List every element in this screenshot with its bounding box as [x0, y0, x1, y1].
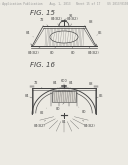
- Text: 84: 84: [25, 94, 32, 98]
- Text: 84(82): 84(82): [88, 47, 99, 55]
- Text: FIG. 16: FIG. 16: [30, 62, 55, 68]
- Text: 72: 72: [34, 81, 42, 88]
- Text: 80: 80: [50, 47, 55, 55]
- Text: 84(82): 84(82): [28, 47, 40, 55]
- Text: 84: 84: [53, 81, 58, 88]
- Ellipse shape: [50, 31, 78, 43]
- Text: 72: 72: [40, 18, 48, 26]
- Text: 88: 88: [85, 20, 93, 27]
- Text: 84(82): 84(82): [82, 120, 96, 128]
- Text: 84: 84: [69, 81, 74, 88]
- Text: 84(82): 84(82): [67, 17, 78, 26]
- Text: 82: 82: [40, 108, 47, 115]
- Bar: [52, 91, 76, 102]
- Text: 600: 600: [61, 79, 67, 85]
- Text: 80: 80: [56, 103, 64, 111]
- Text: 84: 84: [26, 31, 33, 37]
- Text: 88: 88: [86, 82, 93, 88]
- Text: 92: 92: [64, 14, 74, 20]
- Text: 84(82): 84(82): [34, 120, 46, 128]
- Text: 80: 80: [70, 47, 75, 55]
- Text: 86: 86: [96, 94, 103, 98]
- Text: 84: 84: [62, 116, 66, 124]
- Text: 80: 80: [79, 107, 86, 114]
- Text: Patent Application Publication    Aug. 1, 2013   Sheet 15 of 17    US 2013/01938: Patent Application Publication Aug. 1, 2…: [0, 2, 128, 6]
- Text: FIG. 15: FIG. 15: [30, 10, 55, 16]
- Text: 84(82): 84(82): [51, 17, 62, 26]
- Text: 86: 86: [97, 31, 102, 35]
